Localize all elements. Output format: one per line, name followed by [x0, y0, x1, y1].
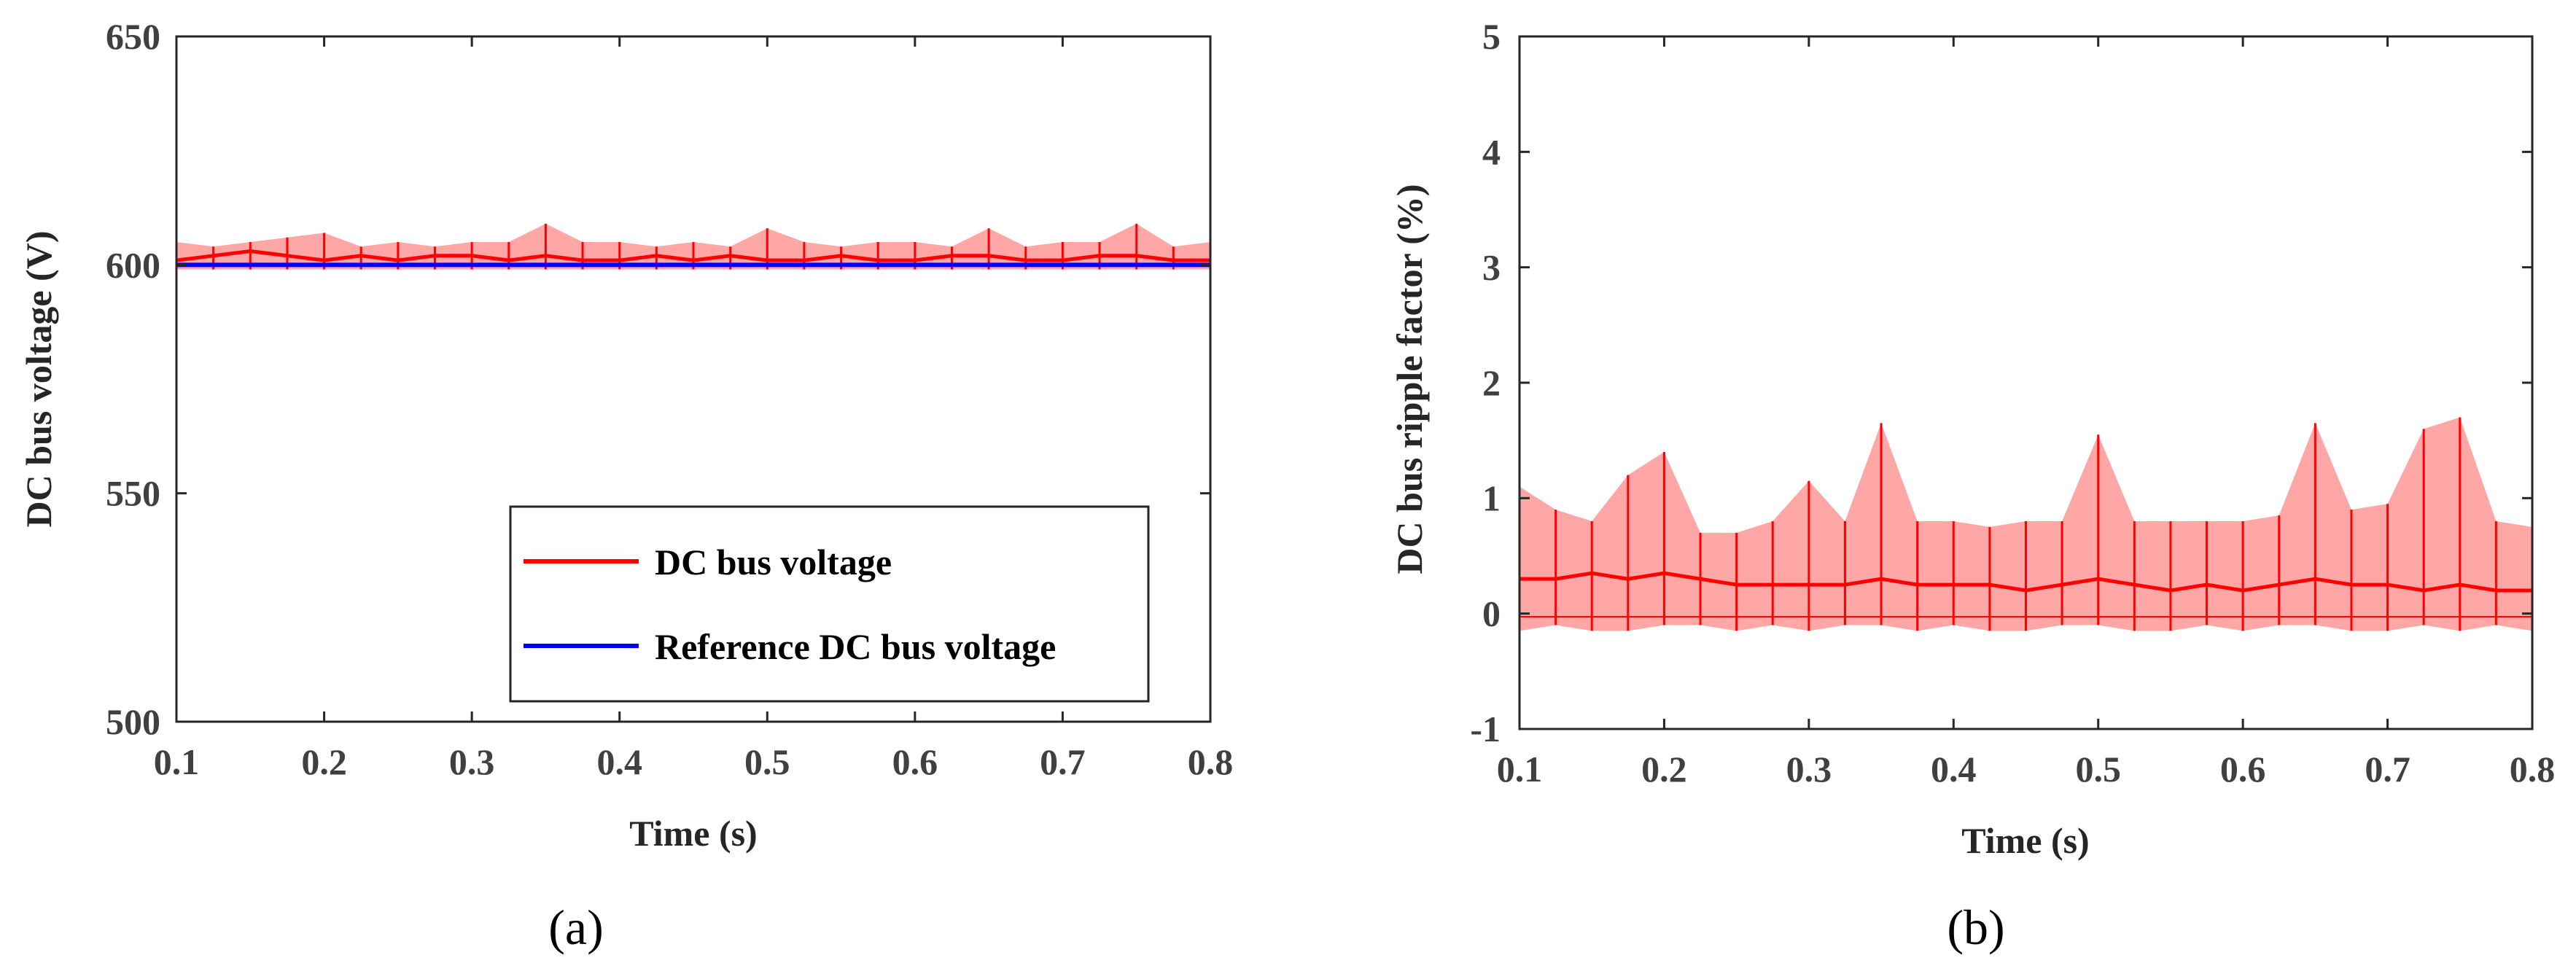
panel-a-y-axis-label: DC bus voltage (V)	[18, 231, 59, 528]
panel-a-lines-group	[176, 249, 1211, 268]
panel-a-series-0-point	[1172, 260, 1174, 261]
panel-b-series-0-point	[2170, 590, 2171, 591]
panel-a-series-0-point	[619, 260, 620, 261]
panel-a-xtick-label: 0.5	[744, 741, 790, 782]
panel-a-series-0-point	[655, 255, 657, 257]
panel-b-ticks-group: 0.1 0.2 0.3 0.4 0.5 0.6 0.7 0.8 -1 0 1 2 3 4 5	[1470, 16, 2555, 789]
panel-b-series-0-point	[2314, 578, 2316, 580]
panel-a-xtick-label: 0.7	[1040, 741, 1086, 782]
panel-b-series-0-point	[1663, 572, 1665, 574]
panel-b-series-0-point	[1627, 578, 1629, 580]
panel-b-xtick-label: 0.4	[1931, 749, 1977, 789]
panel-a-series-0-point	[360, 255, 362, 257]
panel-a-series-0-point	[914, 260, 916, 261]
panel-a-chart: 0.1 0.2 0.3 0.4 0.5 0.6 0.7 0.8 500 550 600 650 Tim…	[18, 16, 1233, 955]
panel-b-ytick-label: 1	[1482, 477, 1501, 518]
panel-b-ytick-label: 2	[1482, 362, 1501, 403]
panel-a-ticks-group: 0.1 0.2 0.3 0.4 0.5 0.6 0.7 0.8 500 550 600 650	[106, 16, 1233, 782]
panel-b-lines-group	[1519, 571, 2533, 593]
panel-b-xtick-label: 0.5	[2075, 749, 2121, 789]
panel-a-ytick-label: 600	[106, 244, 160, 285]
panel-b-ytick-label: 0	[1482, 593, 1501, 634]
panel-a-xtick-label: 0.6	[892, 741, 938, 782]
panel-b-series-0-point	[1880, 578, 1882, 580]
panel-b-chart: 0.1 0.2 0.3 0.4 0.5 0.6 0.7 0.8 -1 0 1 2 3 4 5 Time (s…	[1389, 16, 2555, 955]
panel-a-series-0-point	[803, 260, 805, 261]
panel-a-series-0-point	[508, 260, 510, 261]
panel-a-ytick-label: 500	[106, 701, 160, 742]
panel-a-caption: (a)	[548, 900, 603, 955]
panel-a-xtick-label: 0.1	[154, 741, 200, 782]
panel-b-ytick-label: 4	[1482, 131, 1501, 172]
panel-b-ytick-label: 5	[1482, 16, 1501, 57]
panel-b-y-axis-label: DC bus ripple factor (%)	[1389, 184, 1430, 574]
panel-a-series-0-point	[213, 255, 214, 257]
panel-a-series-0-point	[766, 260, 768, 261]
panel-a-series-0-point	[545, 255, 546, 257]
panel-a-series-0-point	[1136, 255, 1137, 257]
panel-a-xtick-label: 0.8	[1188, 741, 1234, 782]
panel-a-series-0-point	[397, 260, 399, 261]
panel-a-ytick-label: 550	[106, 473, 160, 514]
panel-b-xtick-label: 0.2	[1641, 749, 1687, 789]
panel-b-xtick-label: 0.7	[2365, 749, 2410, 789]
panel-a-x-axis-label: Time (s)	[629, 813, 757, 854]
panel-a-series-0-point	[693, 260, 694, 261]
panel-b-series-0-point	[1555, 578, 1557, 580]
panel-b-xtick-label: 0.3	[1786, 749, 1832, 789]
panel-b-ytick-label: -1	[1470, 709, 1501, 749]
legend-label-reference-voltage: Reference DC bus voltage	[655, 626, 1056, 667]
panel-a-xtick-label: 0.4	[596, 741, 642, 782]
panel-a-legend: DC bus voltage Reference DC bus voltage	[509, 505, 1150, 703]
panel-a-axes-box	[175, 35, 1212, 723]
legend-label-dc-bus-voltage: DC bus voltage	[655, 542, 892, 582]
panel-b-xtick-label: 0.1	[1497, 749, 1543, 789]
panel-b-series-0-point	[1700, 578, 1701, 580]
panel-b-series-0-point	[2242, 590, 2244, 591]
panel-b-ripple-band-group	[1518, 417, 2534, 631]
panel-a-xtick-label: 0.2	[301, 741, 347, 782]
panel-a-series-0-point	[1025, 260, 1027, 261]
panel-a-xtick-label: 0.3	[449, 741, 495, 782]
panel-b-xtick-label: 0.8	[2510, 749, 2556, 789]
panel-b-xtick-label: 0.6	[2220, 749, 2266, 789]
panel-b-caption: (b)	[1947, 900, 2004, 955]
panel-a-series-0-point	[877, 260, 879, 261]
panel-a-ytick-label: 650	[106, 16, 160, 57]
panel-a-series-0-point	[1062, 260, 1063, 261]
panel-a-legend-box	[509, 505, 1150, 703]
panel-b-series-0-point	[2495, 590, 2497, 591]
panel-b-x-axis-label: Time (s)	[1961, 820, 2089, 861]
panel-b-ytick-label: 3	[1482, 247, 1501, 288]
panel-a-series-0-point	[730, 255, 731, 257]
